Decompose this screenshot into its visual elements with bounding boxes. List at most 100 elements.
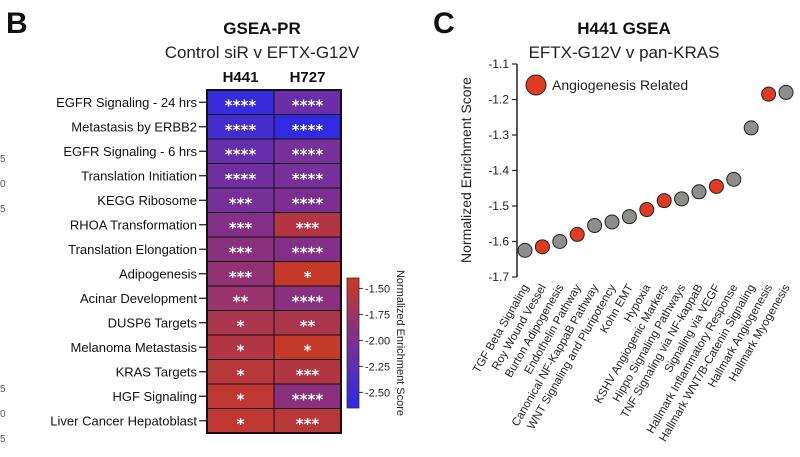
heatmap-significance-label: **** (292, 390, 324, 408)
colorbar-tick-label: -2.50 (365, 387, 390, 399)
panel-letter-c: C (433, 7, 455, 40)
heatmap-column-header: H441 (223, 69, 259, 86)
scatter-subtitle: EFTX-G12V v pan-KRAS (529, 43, 720, 62)
heatmap-row-label: RHOA Transformation (70, 217, 197, 232)
heatmap-significance-label: **** (225, 145, 257, 163)
data-point (569, 226, 585, 242)
heatmap-cell (273, 236, 342, 262)
y-axis-tick-label: -1.6 (488, 235, 509, 249)
heatmap-column-header: H727 (290, 69, 326, 86)
y-axis-tick-label: -1.3 (488, 128, 509, 142)
edge-tick: 5 (0, 204, 6, 215)
legend-marker (525, 74, 547, 96)
heatmap-significance-label: **** (292, 292, 324, 310)
data-point (587, 218, 603, 234)
heatmap-row-label: Melanoma Metastasis (71, 340, 198, 355)
heatmap-significance-label: * (237, 415, 245, 433)
edge-tick: 0 (0, 409, 6, 420)
heatmap-row-label: KRAS Targets (116, 364, 198, 379)
data-point (552, 234, 568, 249)
heatmap-significance-label: * (237, 390, 245, 408)
data-point (743, 120, 759, 136)
heatmap-significance-label: **** (292, 145, 324, 163)
heatmap-significance-label: * (237, 317, 245, 335)
data-point (604, 214, 620, 230)
heatmap-significance-label: *** (229, 243, 253, 261)
heatmap-significance-label: *** (229, 268, 253, 286)
heatmap-significance-label: **** (292, 194, 324, 212)
colorbar-label: Normalized Enrichment Score (394, 270, 406, 416)
heatmap-border (206, 89, 342, 434)
data-point (708, 178, 724, 194)
heatmap-subtitle: Control siR v EFTX-G12V (165, 43, 360, 62)
heatmap-row-label: HGF Signaling (112, 389, 197, 404)
edge-tick: 5 (0, 154, 6, 165)
y-axis-tick-label: -1.4 (488, 164, 509, 178)
heatmap-significance-label: **** (292, 96, 324, 114)
heatmap-cell (206, 408, 275, 434)
heatmap-cell (273, 359, 342, 385)
heatmap-significance-label: **** (292, 170, 324, 188)
heatmap-cell (273, 334, 342, 360)
heatmap-cell (273, 383, 342, 409)
edge-tick: 0 (0, 179, 6, 190)
heatmap-row-label: EGFR Signaling - 24 hrs (56, 95, 197, 110)
colorbar-tick-label: -1.50 (365, 283, 390, 295)
heatmap-cell (273, 261, 342, 287)
edge-ticks-top: 5 0 5 (0, 154, 6, 215)
heatmap-title: GSEA-PR (223, 19, 300, 38)
heatmap-row-label: Adipogenesis (119, 266, 198, 281)
heatmap-significance-label: ** (233, 292, 249, 310)
heatmap-row-label: Metastasis by ERBB2 (71, 119, 197, 134)
edge-ticks-bottom: 5 0 5 (0, 384, 6, 445)
colorbar-tick-label: -1.75 (365, 309, 390, 321)
y-axis-tick-label: -1.1 (488, 57, 509, 71)
heatmap-cell (206, 383, 275, 409)
heatmap-cell (273, 89, 342, 115)
heatmap-row-label: DUSP6 Targets (108, 315, 198, 330)
heatmap-significance-label: **** (225, 170, 257, 188)
heatmap-significance-label: *** (296, 366, 320, 384)
colorbar-gradient (346, 277, 360, 409)
heatmap-cell (273, 114, 342, 140)
panel-letter-b: B (6, 7, 28, 40)
heatmap-significance-label: *** (229, 194, 253, 212)
data-point (691, 184, 707, 200)
heatmap-row-label: Liver Cancer Hepatoblast (50, 413, 197, 428)
heatmap-significance-label: *** (296, 219, 320, 237)
data-point (761, 86, 777, 102)
colorbar-tick-label: -2.25 (365, 361, 390, 373)
data-point (639, 202, 655, 218)
data-point (778, 84, 794, 100)
heatmap-cell (273, 285, 342, 311)
colorbar-tick-label: -2.00 (365, 335, 390, 347)
scatter-title: H441 GSEA (577, 19, 671, 38)
heatmap-significance-label: **** (225, 96, 257, 114)
data-point (726, 171, 742, 187)
heatmap-row-label: Translation Initiation (81, 168, 197, 183)
heatmap-significance-label: * (237, 366, 245, 384)
heatmap-significance-label: * (304, 268, 312, 286)
heatmap-significance-label: ** (300, 317, 316, 335)
y-axis-tick-label: -1.5 (488, 199, 509, 213)
data-point (621, 209, 637, 225)
data-point (674, 191, 690, 207)
heatmap-significance-label: *** (296, 415, 320, 433)
y-axis-tick-label: -1.7 (488, 270, 509, 284)
heatmap-significance-label: * (237, 341, 245, 359)
heatmap-row-label: EGFR Signaling - 6 hrs (63, 144, 197, 159)
heatmap-cell (206, 334, 275, 360)
heatmap-cell (273, 310, 342, 336)
data-point (656, 193, 672, 209)
y-axis-tick-label: -1.2 (488, 93, 509, 107)
legend-label: Angiogenesis Related (552, 77, 688, 93)
edge-tick: 5 (0, 434, 6, 445)
heatmap-cell (206, 285, 275, 311)
heatmap-row-label: Translation Elongation (68, 242, 197, 257)
heatmap-row-label: Acinar Development (80, 291, 197, 306)
scatter-plot: -1.1 -1.2 -1.3 -1.4 -1.5 -1.6 -1.7 Normalized E… (458, 57, 794, 444)
heatmap-significance-label: **** (292, 121, 324, 139)
heatmap-significance-label: * (304, 341, 312, 359)
